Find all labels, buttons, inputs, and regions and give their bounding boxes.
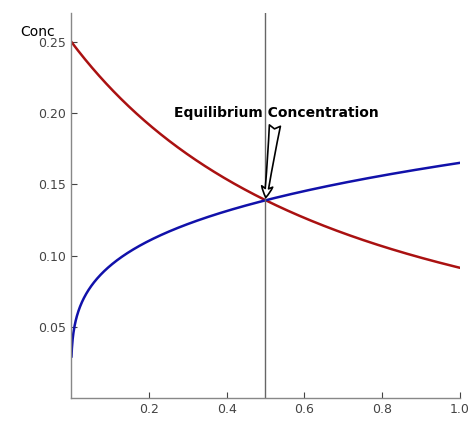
Text: Equilibrium Concentration: Equilibrium Concentration (174, 106, 379, 197)
Text: Conc: Conc (20, 25, 55, 39)
